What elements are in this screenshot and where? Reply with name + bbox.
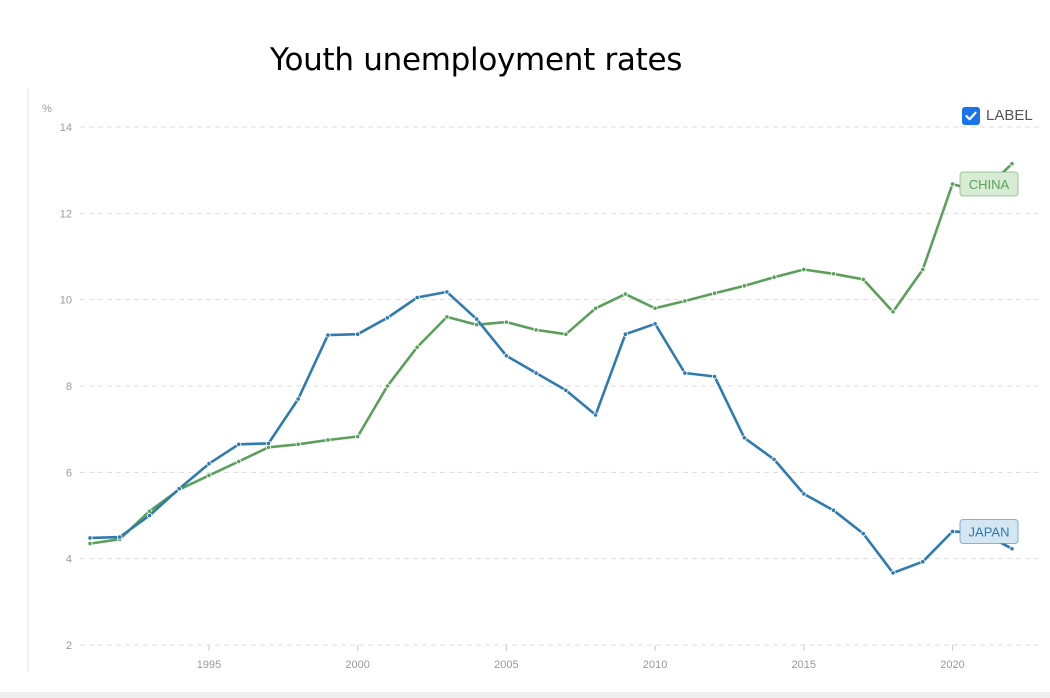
data-point-japan[interactable] (890, 570, 896, 576)
data-point-japan[interactable] (474, 316, 480, 322)
data-point-japan[interactable] (682, 370, 688, 376)
data-point-china[interactable] (830, 271, 837, 277)
data-point-china[interactable] (593, 305, 599, 311)
series-line-china[interactable] (88, 162, 1014, 545)
data-point-japan[interactable] (652, 321, 658, 327)
data-point-china[interactable] (682, 298, 688, 304)
label-toggle-checkbox[interactable] (962, 107, 980, 125)
label-toggle-text[interactable]: LABEL (986, 107, 1033, 124)
data-point-china[interactable] (741, 283, 747, 289)
data-point-japan[interactable] (622, 331, 628, 337)
y-tick-label: 6 (66, 467, 72, 479)
data-point-china[interactable] (890, 309, 896, 315)
data-point-japan[interactable] (1009, 546, 1015, 552)
data-point-china[interactable] (474, 322, 480, 328)
data-point-japan[interactable] (384, 315, 391, 321)
data-point-china[interactable] (355, 433, 361, 440)
data-point-china[interactable] (949, 181, 956, 187)
data-point-china[interactable] (1009, 161, 1015, 167)
x-tick-label: 1995 (197, 659, 221, 671)
data-point-japan[interactable] (860, 531, 866, 537)
data-point-japan[interactable] (830, 507, 837, 513)
data-point-china[interactable] (236, 458, 242, 465)
x-tick-label: 2000 (345, 659, 369, 671)
y-tick-label: 2 (66, 640, 72, 652)
data-point-china[interactable] (771, 274, 777, 280)
data-point-japan[interactable] (711, 373, 718, 380)
data-point-japan[interactable] (87, 535, 93, 541)
y-tick-label: 12 (60, 208, 72, 220)
data-point-japan[interactable] (741, 435, 747, 441)
data-point-japan[interactable] (593, 412, 599, 418)
series-label-box-japan (959, 518, 1019, 544)
data-point-japan[interactable] (801, 491, 807, 497)
data-point-china[interactable] (801, 266, 807, 273)
data-point-china[interactable] (295, 441, 301, 447)
data-point-japan[interactable] (771, 456, 777, 462)
data-point-japan[interactable] (503, 353, 509, 359)
y-tick-label: 4 (66, 554, 72, 566)
data-point-japan[interactable] (920, 559, 926, 565)
series-line-japan[interactable] (88, 290, 1014, 575)
bottom-divider (0, 692, 1050, 698)
data-point-japan[interactable] (236, 441, 242, 447)
data-point-china[interactable] (384, 383, 391, 389)
data-point-china[interactable] (503, 319, 509, 325)
data-point-china[interactable] (622, 291, 628, 297)
data-point-japan[interactable] (295, 396, 301, 402)
data-point-japan[interactable] (563, 387, 569, 393)
chart-title: Youth unemployment rates (270, 42, 683, 78)
y-tick-label: 8 (66, 381, 72, 393)
data-point-china[interactable] (325, 437, 331, 443)
data-point-china[interactable] (87, 540, 93, 547)
data-point-china[interactable] (563, 331, 569, 337)
data-point-china[interactable] (711, 290, 718, 296)
data-point-japan[interactable] (355, 331, 361, 337)
data-point-japan[interactable] (176, 486, 182, 492)
x-tick-label: 2010 (643, 659, 667, 671)
checkmark-icon (965, 111, 977, 121)
data-point-china[interactable] (920, 266, 926, 273)
x-tick-label: 2005 (494, 659, 518, 671)
data-point-china[interactable] (414, 344, 420, 350)
series-label-china: CHINA (969, 177, 1010, 192)
data-point-china[interactable] (206, 472, 212, 478)
x-tick-label: 2020 (940, 659, 964, 671)
data-point-japan[interactable] (414, 294, 420, 301)
data-point-japan[interactable] (444, 289, 450, 295)
data-point-japan[interactable] (533, 370, 539, 376)
data-point-japan[interactable] (146, 512, 153, 519)
series-label-japan: JAPAN (969, 524, 1010, 539)
data-point-china[interactable] (444, 314, 450, 320)
data-point-china[interactable] (533, 327, 539, 333)
data-point-japan[interactable] (265, 440, 272, 447)
y-axis-unit-label: % (42, 103, 52, 115)
y-tick-label: 10 (60, 295, 72, 307)
data-point-china[interactable] (860, 276, 866, 282)
y-tick-label: 14 (60, 122, 72, 134)
series-label-box-china (959, 171, 1019, 197)
data-point-japan[interactable] (325, 332, 331, 338)
data-point-japan[interactable] (949, 528, 956, 535)
data-point-japan[interactable] (117, 534, 123, 540)
data-point-japan[interactable] (206, 461, 212, 467)
x-tick-label: 2015 (792, 659, 816, 671)
data-point-china[interactable] (652, 305, 658, 311)
